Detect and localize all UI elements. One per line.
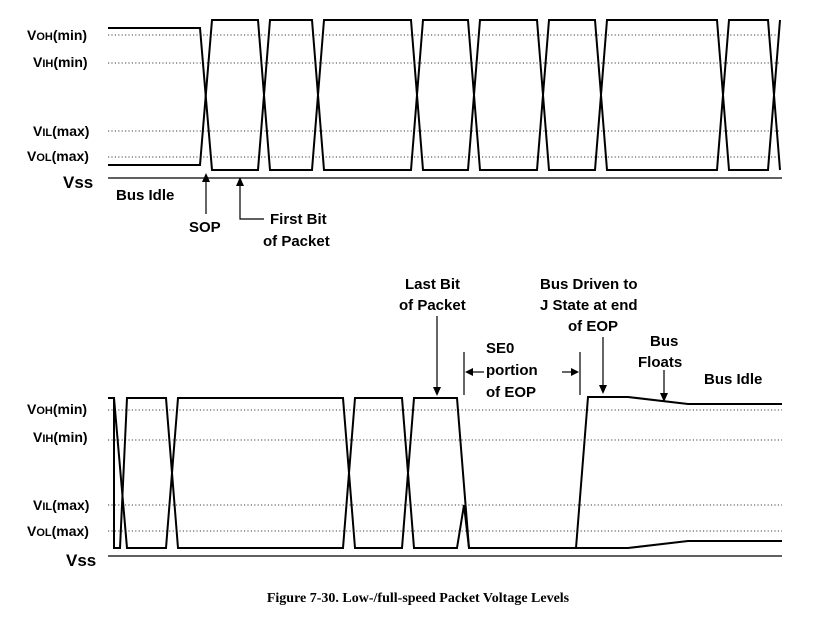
top-vih-label: VIH(min) xyxy=(33,54,88,70)
top-vss-label: Vss xyxy=(63,173,93,192)
sop-label: SOP xyxy=(189,219,221,236)
bus-floats-arrow xyxy=(660,370,668,402)
se0-label-line2: portion xyxy=(486,362,538,379)
bottom-vih-label: VIH(min) xyxy=(33,429,88,445)
se0-label-line1: SE0 xyxy=(486,340,514,357)
last-bit-arrow xyxy=(433,316,441,396)
bottom-voh-label: VOH(min) xyxy=(27,401,87,417)
first-bit-label-line2: of Packet xyxy=(263,233,330,250)
bottom-panel: VOH(min) VIH(min) VIL(max) VOL(max) Vss … xyxy=(27,276,782,570)
top-vol-label: VOL(max) xyxy=(27,148,89,164)
bus-driven-label-line3: of EOP xyxy=(568,318,618,335)
figure-caption: Figure 7-30. Low-/full-speed Packet Volt… xyxy=(267,591,570,606)
top-signal-d-plus xyxy=(108,19,781,171)
last-bit-label-line2: of Packet xyxy=(399,297,466,314)
bus-floats-label-line1: Bus xyxy=(650,333,678,350)
last-bit-label-line1: Last Bit xyxy=(405,276,460,293)
bottom-signal-d-minus xyxy=(108,397,782,549)
bus-floats-label-line2: Floats xyxy=(638,354,682,371)
top-bus-idle-label: Bus Idle xyxy=(116,187,174,204)
bus-driven-label-line2: J State at end xyxy=(540,297,638,314)
first-bit-arrow xyxy=(236,177,264,220)
bottom-vil-label: VIL(max) xyxy=(33,497,89,513)
sop-arrow xyxy=(202,173,210,214)
se0-label-line3: of EOP xyxy=(486,384,536,401)
top-signal-d-minus xyxy=(108,19,781,171)
top-vil-label: VIL(max) xyxy=(33,123,89,139)
bottom-vol-label: VOL(max) xyxy=(27,523,89,539)
top-voh-label: VOH(min) xyxy=(27,27,87,43)
bottom-signal-d-plus xyxy=(113,396,782,549)
bus-driven-label-line1: Bus Driven to xyxy=(540,276,638,293)
first-bit-label-line1: First Bit xyxy=(270,211,327,228)
bottom-bus-idle-label: Bus Idle xyxy=(704,371,762,388)
top-panel: VOH(min) VIH(min) VIL(max) VOL(max) Vss … xyxy=(27,19,782,250)
bottom-vss-label: Vss xyxy=(66,551,96,570)
se0-span-marker xyxy=(463,352,581,395)
bus-driven-arrow xyxy=(599,337,607,394)
